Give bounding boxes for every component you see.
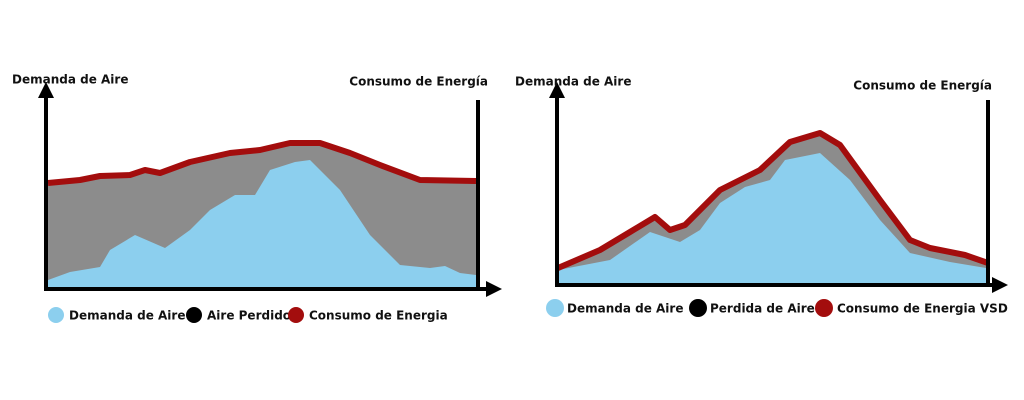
- energy-line: [556, 130, 989, 271]
- y-label: Demanda de Aire: [12, 73, 128, 87]
- legend-dot: [546, 299, 564, 317]
- legend-label: Demanda de Aire: [567, 302, 683, 316]
- legend-dot: [48, 307, 64, 323]
- air-demand-area: [558, 153, 986, 283]
- legend-dot: [689, 299, 707, 317]
- legend-dot: [288, 307, 304, 323]
- y2-label: Consumo de Energía: [349, 75, 488, 89]
- legend-dot: [815, 299, 833, 317]
- air-demand-area: [48, 160, 476, 288]
- y2-label: Consumo de Energía: [853, 79, 992, 93]
- left-chart: Demanda de Aire Consumo de Energía Deman…: [12, 73, 502, 323]
- y-label: Demanda de Aire: [515, 75, 631, 89]
- legend-label: Perdida de Aire: [710, 302, 815, 316]
- legend-label: Aire Perdido: [207, 309, 291, 323]
- energy-line: [47, 140, 477, 186]
- legend-label: Demanda de Aire: [69, 309, 185, 323]
- legend-label: Consumo de Energia VSD: [837, 302, 1008, 316]
- legend-dot: [186, 307, 202, 323]
- legend-label: Consumo de Energia: [309, 309, 448, 323]
- right-chart: Demanda de Aire Consumo de Energía Deman…: [515, 75, 1008, 317]
